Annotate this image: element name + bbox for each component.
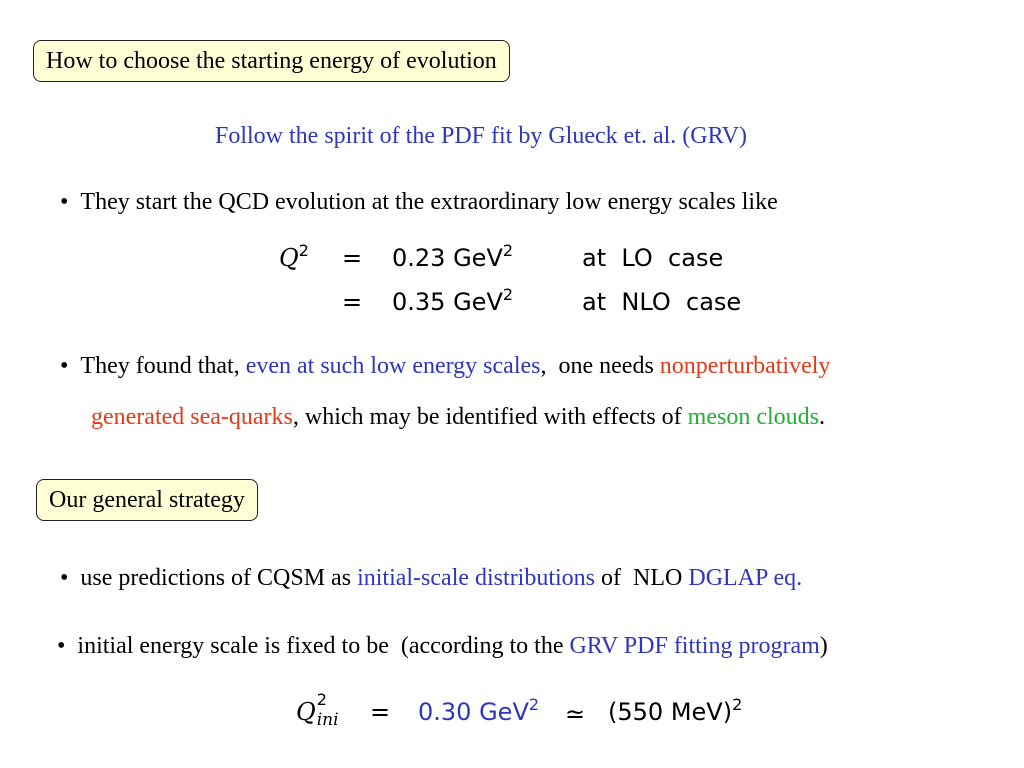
subtitle-text: Follow the spirit of the PDF fit by Glue… <box>215 123 748 149</box>
equation-approx: ≃ <box>565 702 585 726</box>
equation-row-lo: 0.23 GeV2 <box>392 243 513 272</box>
bullet-text: . <box>819 404 825 430</box>
unit: GeV <box>453 244 503 272</box>
math-subscript: ini <box>316 710 339 730</box>
bullet-text: They start the QCD evolution at the extr… <box>80 189 778 215</box>
value: 0.30 <box>418 698 472 726</box>
bullet-item: • use predictions of CQSM as initial-scal… <box>60 566 802 590</box>
bullet-marker: • <box>60 565 69 591</box>
bullet-item-continuation: generated sea-quarks, which may be ident… <box>91 405 825 429</box>
highlight-text: initial-scale distributions <box>357 565 596 591</box>
equation-note-lo: at LO case <box>582 246 723 270</box>
highlight-text: generated sea-quarks <box>91 404 293 430</box>
math-variable: Q <box>296 698 316 726</box>
unit-exponent: 2 <box>502 285 514 304</box>
equation-rhs: (550 MeV)2 <box>608 697 742 726</box>
rhs-value: (550 <box>608 698 664 726</box>
bullet-item: • They found that, even at such low energ… <box>60 354 830 378</box>
bullet-text: of NLO <box>595 565 689 591</box>
bullet-text: , one needs <box>540 353 660 379</box>
section-title-box: Our general strategy <box>36 479 258 521</box>
bullet-marker: • <box>60 189 69 215</box>
equation-lhs: Q2 <box>279 243 309 272</box>
highlight-text: nonperturbatively <box>659 353 831 379</box>
bullet-text: use predictions of CQSM as <box>80 565 358 591</box>
equation-equals: = <box>370 700 390 724</box>
bullet-item: • initial energy scale is fixed to be (ac… <box>57 634 828 658</box>
highlight-text: DGLAP eq. <box>688 565 803 591</box>
section-title: Our general strategy <box>49 487 245 513</box>
rhs-exponent: 2 <box>732 695 743 714</box>
equals-sign: = <box>370 698 391 726</box>
bullet-text: , which may be identified with effects o… <box>292 404 688 430</box>
subtitle: Follow the spirit of the PDF fit by Glue… <box>215 124 747 148</box>
value: 0.35 <box>392 288 446 316</box>
equals-sign: = <box>342 288 363 316</box>
highlight-text: GRV PDF fitting program <box>569 633 820 659</box>
equation-note-nlo: at NLO case <box>582 290 741 314</box>
bullet-text: ) <box>819 633 828 659</box>
unit-exponent: 2 <box>528 695 540 714</box>
unit: GeV <box>453 288 503 316</box>
bullet-marker: • <box>57 633 66 659</box>
unit-exponent: 2 <box>502 241 514 260</box>
equation-equals: = <box>342 290 362 314</box>
section-title: How to choose the starting energy of evo… <box>46 48 497 74</box>
equation-equals: = <box>342 246 362 270</box>
approx-sign: ≃ <box>565 700 586 728</box>
bullet-item: • They start the QCD evolution at the ext… <box>60 190 778 214</box>
equation-lhs: Q 2 ini <box>296 692 346 729</box>
rhs-unit: MeV) <box>670 698 733 726</box>
value: 0.23 <box>392 244 446 272</box>
math-exponent: 2 <box>298 241 309 260</box>
note: at NLO case <box>582 288 742 316</box>
equation-row-nlo: 0.35 GeV2 <box>392 287 513 316</box>
bullet-marker: • <box>60 353 69 379</box>
math-variable: Q <box>279 244 299 272</box>
highlight-text: meson clouds <box>687 404 819 430</box>
equation-value: 0.30 GeV2 <box>418 697 539 726</box>
math-exponent: 2 <box>316 690 327 709</box>
highlight-text: even at such low energy scales <box>245 353 541 379</box>
unit: GeV <box>479 698 529 726</box>
note: at LO case <box>582 244 724 272</box>
equals-sign: = <box>342 244 363 272</box>
section-title-box: How to choose the starting energy of evo… <box>33 40 510 82</box>
bullet-text: They found that, <box>80 353 246 379</box>
bullet-text: initial energy scale is fixed to be (acc… <box>77 633 570 659</box>
